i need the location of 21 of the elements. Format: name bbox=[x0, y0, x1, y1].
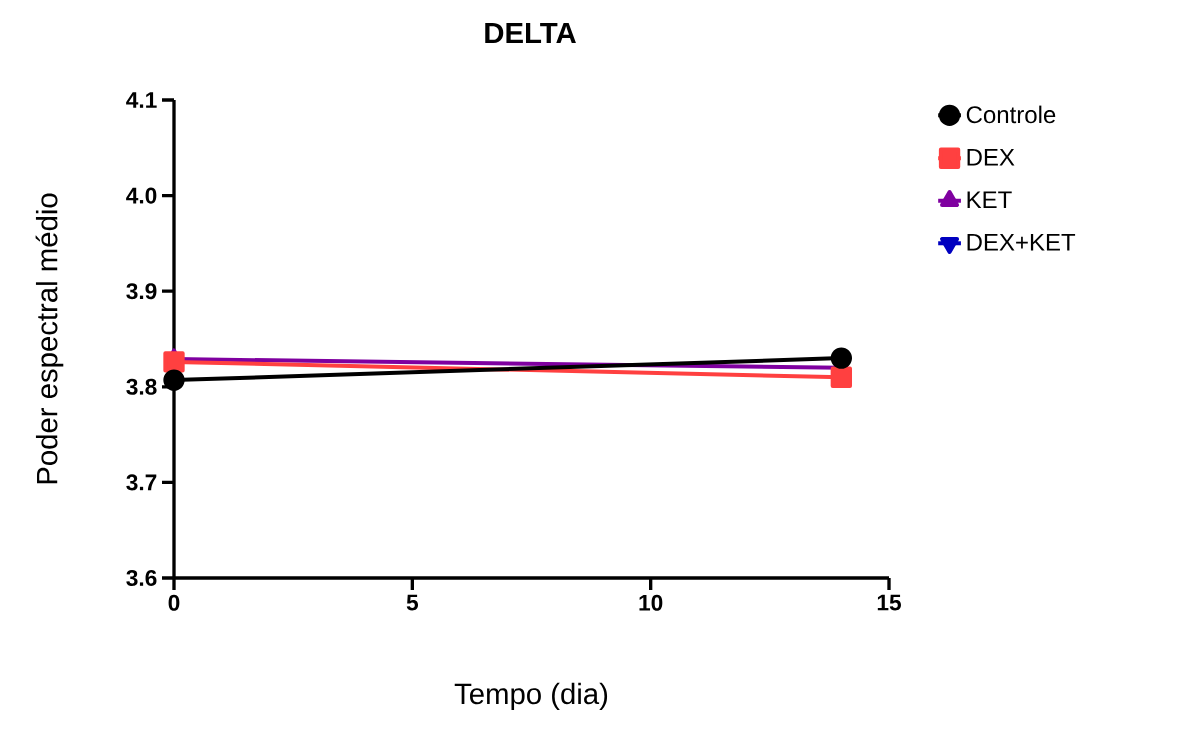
y-tick-label: 3.6 bbox=[126, 569, 157, 587]
chart-title: DELTA bbox=[485, 22, 576, 44]
point bbox=[830, 347, 853, 369]
y-tick-label: 4.0 bbox=[126, 187, 157, 204]
x-axis-title: Tempo (dia) bbox=[454, 682, 608, 711]
x-tick-label: 5 bbox=[406, 594, 419, 611]
legend-label: DEX bbox=[967, 148, 1015, 166]
legend-label: DEX+KET bbox=[967, 234, 1076, 251]
legend-label: KET bbox=[967, 191, 1012, 209]
x-tick-label: 0 bbox=[168, 594, 180, 611]
point bbox=[163, 351, 185, 373]
y-axis-title: Poder espectral médio bbox=[35, 193, 64, 484]
x-tick-label: 15 bbox=[877, 594, 901, 611]
x-tick-label: 10 bbox=[639, 594, 663, 611]
y-tick-label: 3.9 bbox=[126, 283, 157, 300]
y-tick-label: 3.7 bbox=[126, 474, 157, 491]
y-tick-label: 4.1 bbox=[126, 92, 157, 108]
point bbox=[163, 369, 185, 391]
point bbox=[830, 366, 853, 388]
legend-label: Controle bbox=[966, 105, 1056, 124]
y-tick-label: 3.8 bbox=[126, 378, 157, 395]
